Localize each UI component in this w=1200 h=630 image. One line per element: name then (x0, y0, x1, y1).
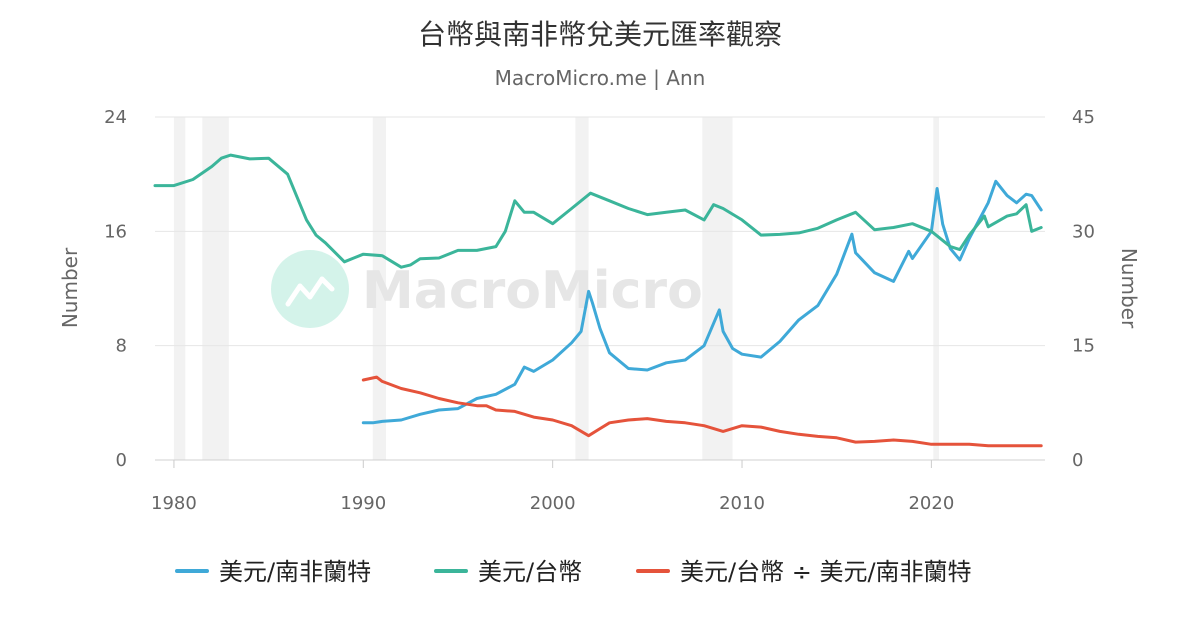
chart-title: 台幣與南非幣兌美元匯率觀察 (418, 18, 782, 51)
series-line-1 (361, 179, 1043, 425)
watermark-logo-mark (285, 276, 335, 307)
series-line-2 (153, 153, 1043, 269)
watermark-logo-icon (271, 250, 349, 328)
x-axis-tick-label: 2010 (719, 493, 765, 514)
x-axis-tick-label: 1990 (340, 493, 386, 514)
left-axis-tick-label: 24 (104, 107, 127, 128)
legend-item-label: 美元/台幣 ÷ 美元/南非蘭特 (680, 558, 972, 586)
right-axis-tick-label: 15 (1072, 336, 1095, 357)
right-axis-title: Number (1117, 248, 1141, 329)
watermark: MacroMicro (271, 250, 703, 328)
recession-band (173, 117, 186, 460)
x-axis-tick-label: 2000 (530, 493, 576, 514)
left-axis-title: Number (58, 247, 82, 328)
axis-ticks: 0 8 16 24 0 15 30 45 1980 1990 2000 2010 2020 (104, 107, 1095, 514)
recession-band (372, 117, 387, 460)
legend: 美元/南非蘭特 美元/台幣 美元/台幣 ÷ 美元/南非蘭特 (175, 558, 972, 586)
grid-lines (155, 116, 1045, 461)
recession-band (933, 117, 939, 460)
series-line-3 (361, 375, 1043, 448)
series-lines (153, 153, 1043, 448)
right-axis-tick-label: 45 (1072, 107, 1095, 128)
left-axis-tick-label: 8 (116, 336, 127, 357)
x-axis-tick-label: 1980 (151, 493, 197, 514)
x-axis-tick-label: 2020 (908, 493, 954, 514)
legend-item-label: 美元/台幣 (478, 558, 582, 586)
chart-subtitle: MacroMicro.me | Ann (495, 66, 706, 90)
right-axis-tick-label: 0 (1072, 450, 1083, 471)
legend-item-label: 美元/南非蘭特 (219, 558, 371, 586)
recession-band (702, 117, 733, 460)
left-axis-tick-label: 0 (116, 450, 127, 471)
left-axis-tick-label: 16 (104, 221, 127, 242)
recession-band (202, 117, 229, 460)
right-axis-tick-label: 30 (1072, 221, 1095, 242)
watermark-text: MacroMicro (362, 261, 703, 321)
